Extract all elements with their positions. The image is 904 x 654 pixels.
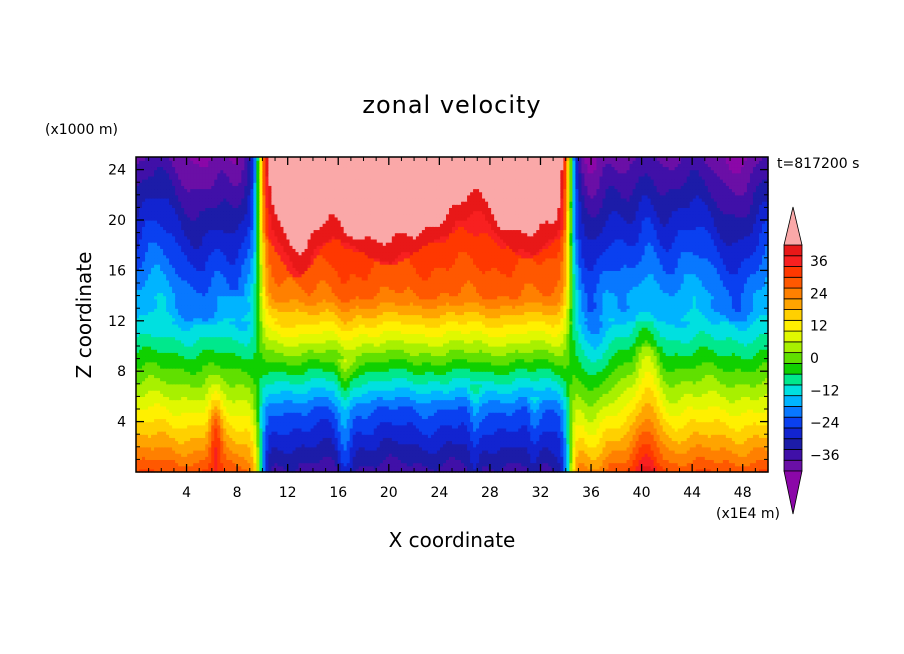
chart-title: zonal velocity (362, 91, 541, 119)
velocity-field (136, 157, 769, 473)
time-label: t=817200 s (777, 156, 859, 172)
y-unit-label: (x1000 m) (45, 122, 118, 138)
